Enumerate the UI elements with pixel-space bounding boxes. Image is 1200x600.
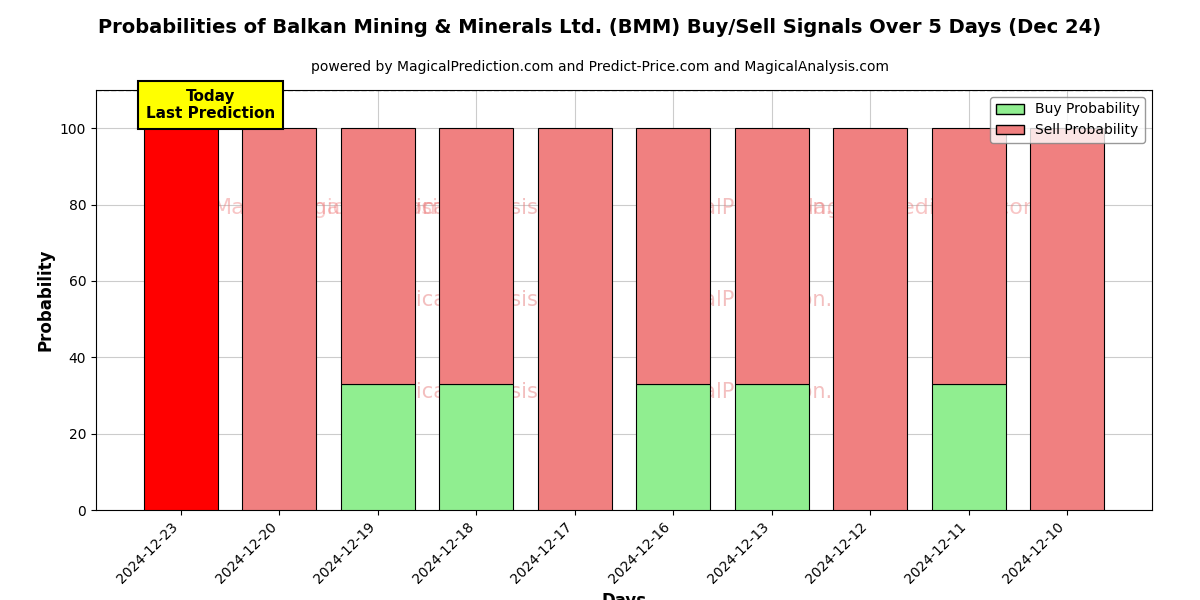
Bar	[439, 384, 514, 510]
Legend: Buy Probability, Sell Probability: Buy Probability, Sell Probability	[990, 97, 1145, 143]
Bar	[144, 128, 218, 510]
Bar	[242, 128, 317, 510]
Bar	[636, 384, 710, 510]
Bar	[833, 128, 907, 510]
Bar	[734, 384, 809, 510]
Text: n: n	[670, 197, 684, 218]
Bar	[538, 128, 612, 510]
Text: MagicalAnalysis.com: MagicalAnalysis.com	[283, 197, 500, 218]
Bar	[931, 128, 1006, 384]
Y-axis label: Probability: Probability	[36, 249, 54, 351]
Text: MagicalAnalysis.com        MagicalPrediction.com: MagicalAnalysis.com MagicalPrediction.co…	[372, 382, 876, 403]
Text: MagicalAnalysis.com        MagicalPrediction.com: MagicalAnalysis.com MagicalPrediction.co…	[372, 290, 876, 310]
Bar	[341, 128, 415, 384]
Bar	[734, 128, 809, 384]
Bar	[636, 128, 710, 384]
Text: MagicalPrediction.com: MagicalPrediction.com	[794, 197, 1045, 218]
Text: powered by MagicalPrediction.com and Predict-Price.com and MagicalAnalysis.com: powered by MagicalPrediction.com and Pre…	[311, 60, 889, 74]
Bar	[341, 384, 415, 510]
Bar	[1030, 128, 1104, 510]
Text: MagicalAnalysis.com: MagicalAnalysis.com	[212, 197, 444, 218]
Bar	[439, 128, 514, 384]
X-axis label: Days: Days	[601, 592, 647, 600]
Text: Today
Last Prediction: Today Last Prediction	[146, 89, 275, 121]
Text: Probabilities of Balkan Mining & Minerals Ltd. (BMM) Buy/Sell Signals Over 5 Day: Probabilities of Balkan Mining & Mineral…	[98, 18, 1102, 37]
Text: MagicalAnalysis.com        MagicalPrediction.com: MagicalAnalysis.com MagicalPrediction.co…	[372, 197, 876, 218]
Bar	[931, 384, 1006, 510]
